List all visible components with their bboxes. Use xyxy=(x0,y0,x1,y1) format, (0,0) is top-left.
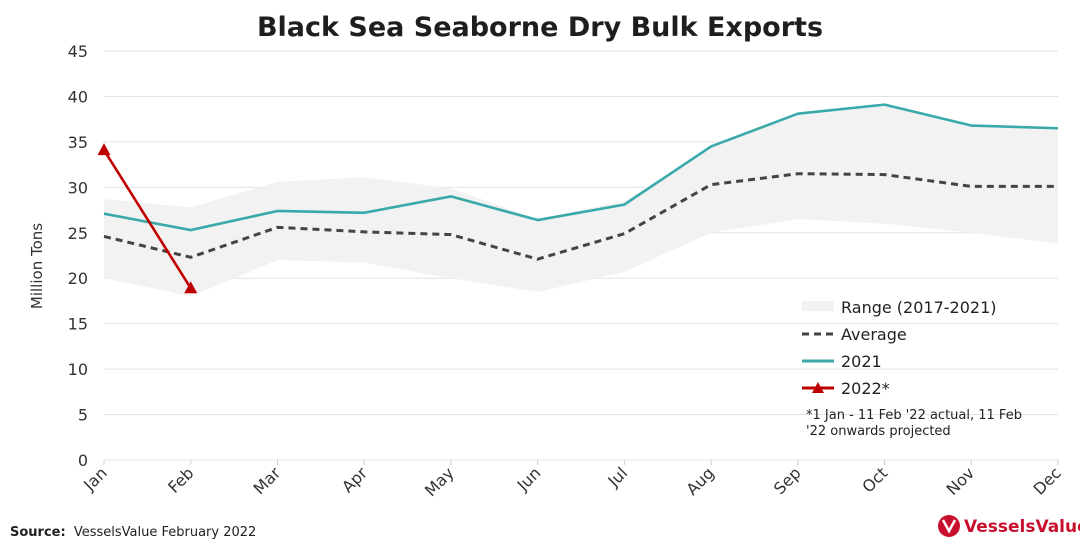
legend-swatch-range xyxy=(802,301,834,311)
x-tick-label: Oct xyxy=(858,463,891,496)
y-tick-label: 10 xyxy=(68,360,88,379)
brand-logo: VesselsValue xyxy=(938,515,1080,537)
source-text: VesselsValue February 2022 xyxy=(74,525,256,540)
y-axis-label: Million Tons xyxy=(28,223,46,309)
chart-title: Black Sea Seaborne Dry Bulk Exports xyxy=(257,12,823,43)
y-tick-label: 20 xyxy=(68,269,88,288)
y-tick-label: 0 xyxy=(78,451,88,470)
x-tick-label: May xyxy=(421,463,458,500)
x-tick-label: Mar xyxy=(250,463,285,498)
y-axis-ticks: 0 5 10 15 20 25 30 35 40 45 xyxy=(68,42,88,470)
series-point-2022 xyxy=(97,143,111,156)
series-layer xyxy=(97,103,1059,294)
legend-label-range: Range (2017-2021) xyxy=(841,298,997,317)
y-tick-label: 25 xyxy=(68,224,88,243)
legend-marker-2022 xyxy=(812,382,824,393)
x-tick-label: Jun xyxy=(513,463,545,495)
range-band xyxy=(104,104,1058,297)
y-tick-label: 40 xyxy=(68,87,88,106)
annotation-note: *1 Jan - 11 Feb '22 actual, 11 Feb '22 o… xyxy=(806,408,1026,439)
y-tick-label: 45 xyxy=(68,42,88,61)
brand-logo-mark xyxy=(941,519,957,534)
brand-logo-icon xyxy=(938,515,960,537)
source-label: Source: xyxy=(10,525,66,540)
series-line-1 xyxy=(103,103,1059,232)
legend: Range (2017-2021) Average 2021 2022* *1 … xyxy=(802,298,1026,439)
series-line-2 xyxy=(102,149,192,289)
annotation-line-2: '22 onwards projected xyxy=(806,424,951,439)
annotation-line-1: *1 Jan - 11 Feb '22 actual, 11 Feb xyxy=(806,408,1022,423)
source-note: Source: VesselsValue February 2022 xyxy=(10,525,256,540)
brand-name: VesselsValue xyxy=(964,517,1080,537)
legend-label-average: Average xyxy=(841,325,907,344)
x-axis-ticks: Jan Feb Mar Apr May Jun Jul Aug Sep Oct Nov Dec xyxy=(79,460,1065,500)
x-tick-label: Nov xyxy=(943,463,979,499)
legend-label-2022: 2022* xyxy=(841,379,890,398)
x-tick-label: Apr xyxy=(338,463,371,496)
x-tick-label: Aug xyxy=(682,463,718,499)
x-tick-label: Sep xyxy=(770,463,805,498)
range-band-layer xyxy=(104,104,1058,297)
x-tick-label: Jul xyxy=(603,463,631,491)
x-tick-label: Dec xyxy=(1029,463,1064,498)
y-tick-label: 5 xyxy=(78,406,88,425)
series-point-2022 xyxy=(184,281,198,294)
legend-label-2021: 2021 xyxy=(841,352,882,371)
y-tick-label: 30 xyxy=(68,178,88,197)
x-tick-label: Feb xyxy=(164,463,197,496)
y-tick-label: 35 xyxy=(68,133,88,152)
y-tick-label: 15 xyxy=(68,315,88,334)
